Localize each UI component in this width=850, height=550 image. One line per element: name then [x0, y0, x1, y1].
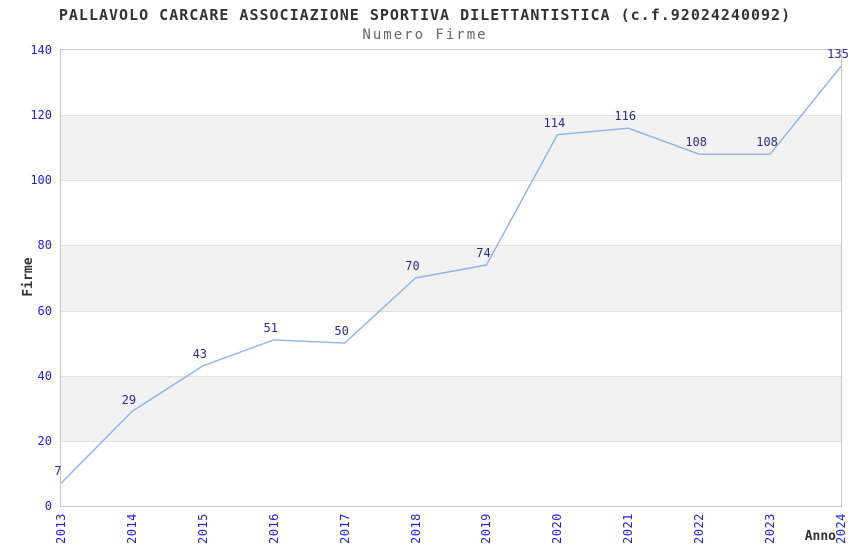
data-point-label: 108 [685, 135, 708, 150]
chart-subtitle: Numero Firme [362, 27, 488, 43]
x-tick-label: 2016 [266, 513, 281, 544]
x-tick-label: 2024 [834, 513, 848, 544]
plot-area [60, 49, 842, 507]
y-axis-title: Firme [21, 257, 36, 297]
x-tick-label: 2019 [479, 513, 494, 544]
data-point-label: 50 [334, 324, 349, 339]
plot-band [61, 115, 841, 181]
y-tick-label: 0 [44, 499, 52, 513]
data-point-label: 29 [121, 392, 137, 407]
y-tick-label: 140 [30, 43, 52, 57]
y-tick-label: 60 [37, 303, 52, 318]
firme-line-series [60, 65, 842, 484]
x-tick-label: 2021 [621, 513, 636, 544]
data-point-label: 7 [54, 464, 62, 479]
x-tick-label: 2023 [763, 513, 778, 544]
data-point-label: 51 [263, 320, 278, 335]
y-tick-label: 100 [30, 173, 52, 188]
chart-title: PALLAVOLO CARCARE ASSOCIAZIONE SPORTIVA … [58, 6, 792, 24]
plot-band [61, 375, 841, 441]
x-tick-label: 2020 [550, 513, 565, 544]
data-point-label: 74 [476, 245, 491, 260]
data-point-label: 114 [543, 115, 566, 130]
data-point-label: 108 [756, 135, 778, 150]
y-tick-label: 80 [37, 238, 52, 253]
gridline [61, 180, 841, 182]
x-tick-label: 2018 [408, 513, 423, 544]
data-point-label: 70 [405, 259, 420, 273]
y-tick-label: 40 [37, 368, 52, 383]
y-tick-label: 20 [37, 433, 52, 448]
x-tick-label: 2014 [124, 513, 139, 544]
gridline [61, 310, 841, 312]
data-point-label: 43 [192, 346, 208, 361]
x-axis-title: Anno [804, 529, 836, 544]
x-tick-label: 2013 [54, 513, 68, 544]
x-tick-label: 2022 [692, 513, 707, 544]
gridline [61, 245, 841, 247]
x-tick-label: 2017 [337, 513, 352, 544]
gridline [61, 440, 841, 442]
gridline [61, 115, 841, 117]
data-point-label: 135 [827, 47, 849, 62]
plot-band [61, 245, 841, 311]
line-chart-svg [60, 65, 842, 484]
x-tick-label: 2015 [195, 513, 210, 544]
data-point-label: 116 [614, 109, 637, 124]
y-tick-label: 120 [30, 108, 52, 123]
gridline [61, 375, 841, 377]
